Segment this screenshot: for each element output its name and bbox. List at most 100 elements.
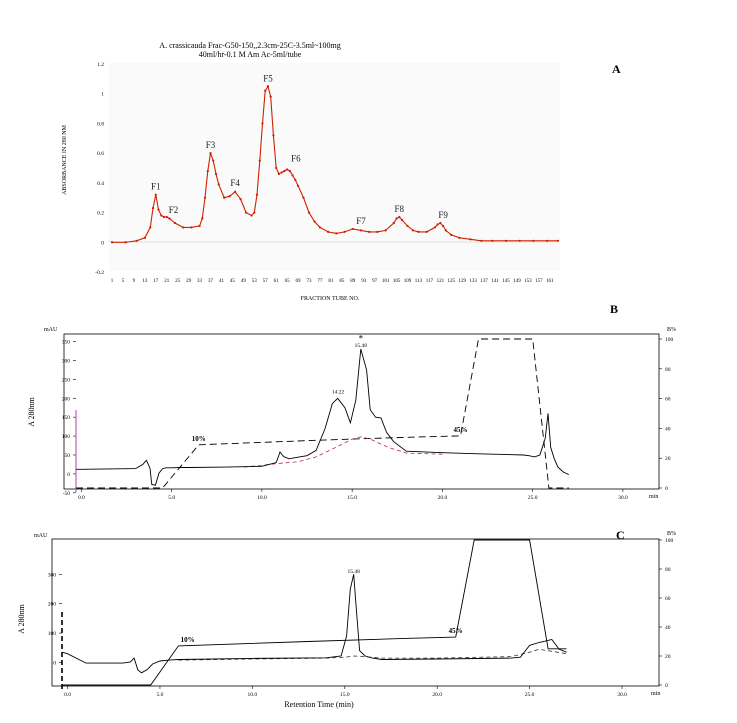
panel-a-point [491,239,494,242]
panel-b-y-tick-label: 0 [67,472,70,478]
panel-a-point [206,169,209,173]
panel-a-x-tick-label: 85 [339,279,345,284]
panel-a-x-tick-label: 121 [437,279,445,284]
panel-c-x-unit: min [651,691,660,697]
panel-a-point [198,224,201,228]
panel-a-y-tick-label: 1.2 [97,62,104,68]
panel-b-y-tick-label: 350 [62,340,71,346]
panel-a-point [532,239,535,242]
panel-a-point [504,239,508,242]
panel-b-annotations: *15.48 14.22 10% 45% [192,334,468,443]
panel-a-x-tick-label: 89 [350,279,356,284]
panel-a-point [359,229,363,232]
panel-c-x-tick-label: 0.0 [64,692,71,698]
panel-a-point [417,230,420,233]
panel-a-y-tick-label: 0.8 [97,121,104,127]
panel-a-peak-label: F3 [206,140,216,150]
panel-a-x-tick-label: 5 [122,279,125,284]
panel-a-point [294,178,297,181]
panel-a-x-tick-label: 117 [426,279,434,284]
panel-a-point [518,239,521,242]
panel-a-point [209,152,212,155]
panel-a-y-tick-label: 0.2 [97,211,104,217]
panel-b-second-trace [243,436,443,468]
panel-b-x-tick-label: 30.0 [618,495,628,501]
panel-a-point [288,169,291,173]
panel-a-point [255,193,259,196]
panel-a-point [182,226,185,229]
panel-b-y-axis-label: A 280nm [27,396,36,426]
panel-a-x-tick-label: 133 [469,279,477,284]
panel-a-x-tick-label: 65 [285,279,291,284]
panel-a-peak-label: F2 [169,205,179,215]
panel-c-x-tick-label: 15.0 [340,692,350,698]
panel-a-y-tick-label: -0.2 [95,270,104,276]
panel-a: A. crassicauda Frac-G50-150,,2.3cm-25C-3… [62,41,621,302]
panel-b-x-tick-label: 0.0 [78,495,85,501]
panel-a-peak-label: F5 [263,73,273,83]
panel-b-x-tick-label: 5.0 [168,495,175,501]
panel-a-x-tick-label: 145 [502,279,510,284]
panel-a-x-axis-label: FRACTION TUBE NO. [301,296,360,302]
panel-a-x-tick-label: 25 [175,279,181,284]
panel-a-x-tick-label: 149 [513,279,521,284]
panel-a-point [275,166,278,170]
panel-a-point [318,226,322,229]
panel-a-x-ticks: 1 5 9 13 17 21 25 29 33 37 41 45 49 53 57 61 65 69 73 77 81 8… [111,279,554,284]
panel-c-y2-tick-label: 80 [665,567,671,573]
panel-b-y2-tick-label: 60 [665,397,671,403]
panel-a-x-tick-label: 97 [372,279,378,284]
panel-c-x-tick-label: 10.0 [248,692,258,698]
panel-a-point [151,207,155,210]
panel-b-y2-tick-label: 100 [665,337,674,343]
panel-a-point [149,226,152,229]
panel-a-point [368,230,371,233]
panel-b-label: B [610,302,618,316]
panel-a-x-tick-label: 57 [263,279,269,284]
panel-a-x-tick-label: 153 [524,279,532,284]
panel-a-point [556,239,560,242]
panel-a-point [469,238,472,241]
panel-b-annotation: 14.22 [332,390,345,396]
panel-b-annotation: 10% [192,435,206,443]
panel-a-point [425,230,428,233]
panel-a-x-tick-label: 17 [153,279,159,284]
panel-c-x-tick-label: 20.0 [432,692,442,698]
panel-c-frame [51,538,660,687]
panel-c-annotation: 10% [181,636,195,644]
panel-a-point [335,232,338,235]
panel-c-x-tick-label: 25.0 [525,692,535,698]
panel-a-point [239,198,242,201]
panel-a-x-tick-label: 105 [393,279,401,284]
panel-b-y-tick-label: 300 [62,358,71,364]
panel-b-y-unit: mAU [44,327,58,333]
panel-a-point [190,226,193,229]
panel-a-point [201,217,204,220]
panel-a-x-tick-label: 49 [241,279,247,284]
panel-a-annotations: F1 F2 F3 F4 F5 F6 F7 F8 F9 [151,73,448,226]
panel-a-point [395,217,398,220]
panel-a-label: A [612,62,621,76]
panel-a-point [157,208,160,211]
panel-a-plot-area [109,63,560,271]
panel-a-x-tick-label: 141 [491,279,499,284]
panel-b-frame [63,333,660,490]
panel-a-x-tick-label: 157 [535,279,543,284]
panel-a-point [444,229,447,232]
panel-a-point [124,241,127,244]
panel-a-point [406,224,409,228]
panel-a-x-tick-label: 101 [382,279,390,284]
panel-a-point [307,211,311,214]
panel-b-annotation: 45% [453,426,467,434]
panel-a-point [392,221,395,225]
panel-b-y2-tick-label: 0 [665,486,668,492]
panel-a-point [223,196,226,199]
panel-a-x-tick-label: 113 [415,279,423,284]
panel-c-y2-unit: B% [667,531,676,537]
panel-a-points [110,85,560,244]
panel-b-y-tick-label: -50 [63,491,71,497]
panel-a-point [212,159,215,162]
panel-a-point [277,172,281,176]
panel-b-x-unit: min [649,494,658,500]
